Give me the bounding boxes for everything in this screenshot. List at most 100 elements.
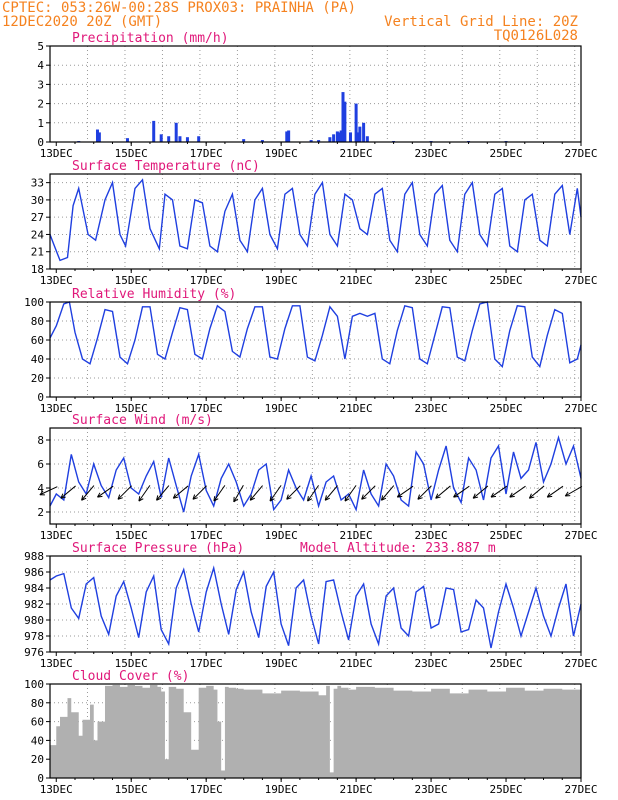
panel-title: Precipitation (mm/h)	[72, 31, 229, 46]
wind-arrow-head	[269, 496, 272, 502]
precip-bar	[197, 136, 201, 142]
wind-arrow-shaft	[361, 485, 376, 500]
x-tick-label: 23DEC	[415, 402, 448, 415]
wind-arrow-shaft	[307, 485, 320, 502]
wind-arrow-shaft	[397, 485, 414, 498]
x-tick-label: 21DEC	[340, 402, 373, 415]
x-tick-label: 23DEC	[415, 147, 448, 160]
panel-title: Surface Temperature (nC)	[72, 159, 260, 174]
wind-arrow-shaft	[344, 485, 357, 502]
panel-title: Surface Pressure (hPa)	[72, 541, 244, 556]
y-tick-label: 30	[31, 194, 44, 207]
series-line	[49, 435, 582, 513]
wind-arrow-head	[324, 495, 327, 501]
precip-bar	[287, 130, 291, 142]
x-tick-label: 13DEC	[40, 147, 73, 160]
precip-bar	[328, 137, 332, 142]
wind-arrow-shaft	[97, 485, 114, 498]
wind-arrow-head	[60, 493, 64, 499]
precip-bar	[159, 134, 163, 142]
wind-arrow-head	[213, 498, 219, 502]
wind-arrow-shaft	[81, 485, 95, 501]
wind-arrow-head	[435, 493, 439, 499]
wind-arrow-head	[173, 496, 179, 499]
y-tick-label: 982	[24, 598, 44, 611]
y-tick-label: 976	[24, 646, 44, 659]
panel-5: Cloud Cover (%) 0 20 40 60 80 100 13DEC 15DEC 17D…	[24, 669, 597, 796]
wind-arrow-head	[490, 495, 497, 498]
wind-arrow-shaft	[435, 485, 451, 499]
y-tick-label: 60	[31, 334, 44, 347]
wind-arrow-shaft	[546, 485, 564, 498]
wind-arrow-shaft	[490, 485, 508, 498]
wind-arrow-shaft	[286, 485, 301, 500]
header-date: 12DEC2020 20Z (GMT)	[2, 14, 162, 30]
wind-arrow-head	[472, 493, 476, 499]
wind-arrow-shaft	[324, 485, 338, 501]
y-tick-label: 988	[24, 550, 44, 563]
precip-bar	[125, 138, 129, 142]
x-tick-label: 27DEC	[564, 147, 597, 160]
wind-arrow-head	[156, 497, 162, 501]
wind-arrow-head	[117, 494, 121, 500]
x-tick-label: 23DEC	[415, 529, 448, 542]
wind-arrow-head	[344, 498, 350, 502]
x-tick-label: 17DEC	[190, 783, 223, 796]
panel-2: Relative Humidity (%) 0 20 40 60 80 100 13DEC 15…	[24, 287, 597, 415]
x-tick-label: 19DEC	[265, 274, 298, 287]
wind-arrow-head	[81, 495, 84, 501]
y-tick-label: 40	[31, 353, 44, 366]
x-tick-label: 27DEC	[564, 274, 597, 287]
y-tick-label: 1	[37, 117, 44, 130]
header-model: TQ0126L028	[494, 28, 578, 44]
x-tick-label: 27DEC	[564, 783, 597, 796]
precip-bar	[341, 92, 345, 142]
x-tick-label: 27DEC	[564, 402, 597, 415]
x-tick-label: 17DEC	[190, 147, 223, 160]
wind-arrow-head	[249, 495, 252, 501]
wind-arrow-head	[172, 493, 176, 499]
x-tick-label: 27DEC	[564, 529, 597, 542]
x-tick-label: 15DEC	[115, 147, 148, 160]
y-tick-label: 24	[31, 228, 45, 241]
panel-frame	[49, 427, 582, 525]
y-tick-label: 4	[37, 482, 44, 495]
x-tick-label: 25DEC	[489, 783, 522, 796]
x-tick-label: 25DEC	[489, 274, 522, 287]
panel-frame	[49, 683, 582, 779]
wind-arrow-head	[509, 495, 515, 498]
panel-title: Surface Wind (m/s)	[72, 413, 213, 428]
precip-bar	[348, 132, 352, 142]
precip-bar	[174, 122, 178, 142]
x-tick-label: 13DEC	[40, 529, 73, 542]
precip-bar	[343, 101, 347, 142]
x-tick-label: 25DEC	[489, 147, 522, 160]
precip-bar	[354, 103, 358, 142]
panel-frame	[49, 173, 582, 270]
wind-arrow-shaft	[381, 485, 395, 501]
wind-arrow-head	[564, 491, 569, 497]
wind-arrow-shaft	[156, 485, 170, 501]
wind-arrow-head	[156, 495, 159, 501]
precip-bar	[317, 140, 321, 142]
x-tick-label: 21DEC	[340, 147, 373, 160]
x-tick-label: 25DEC	[489, 529, 522, 542]
panel-title: Relative Humidity (%)	[72, 287, 236, 302]
x-tick-label: 21DEC	[340, 274, 373, 287]
x-tick-label: 27DEC	[564, 657, 597, 670]
y-tick-label: 984	[24, 582, 44, 595]
wind-arrow-head	[117, 497, 123, 500]
panel-4: Surface Pressure (hPa) Model Altitude: 23…	[24, 541, 597, 670]
wind-arrow-head	[213, 496, 216, 502]
wind-arrow-head	[453, 492, 457, 498]
y-tick-label: 2	[37, 98, 44, 111]
wind-arrow-head	[509, 492, 513, 498]
wind-arrow-head	[380, 495, 384, 501]
x-tick-label: 13DEC	[40, 274, 73, 287]
header-grid-line: Vertical Grid Line: 20Z	[384, 14, 578, 30]
wind-arrow-head	[473, 496, 479, 499]
y-tick-label: 978	[24, 630, 44, 643]
x-tick-label: 25DEC	[489, 402, 522, 415]
wind-arrow-head	[286, 497, 292, 500]
